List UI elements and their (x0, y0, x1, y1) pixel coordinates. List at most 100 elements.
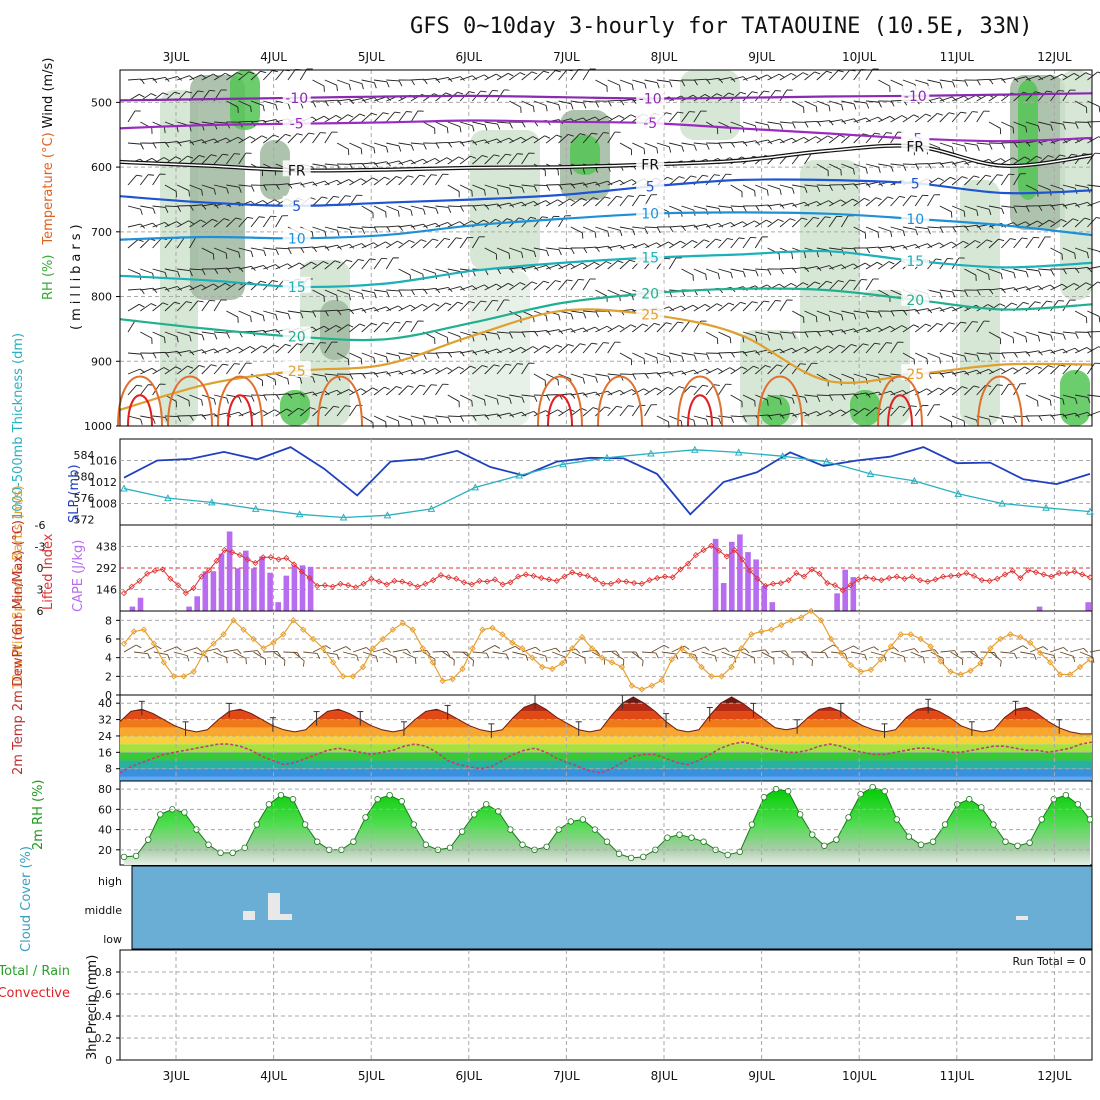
barb-flag (525, 655, 529, 661)
barb-staff (460, 140, 473, 144)
wind-barb (1025, 350, 1043, 356)
barb-staff (349, 226, 363, 229)
barb-flag (681, 145, 685, 152)
li-point (607, 580, 614, 587)
barb-flag (410, 159, 416, 165)
barb-flag (803, 347, 810, 351)
wind-barb (656, 142, 672, 153)
barb-flag (811, 660, 813, 667)
barb-staff (1050, 348, 1064, 354)
thickness-point (866, 469, 875, 477)
wind-barb (779, 89, 793, 102)
barb-staff (361, 97, 375, 102)
barb-staff (472, 204, 486, 207)
barb-staff (939, 241, 952, 249)
barb-staff (964, 321, 973, 333)
barb-flag (851, 344, 857, 347)
wind-speed-point (260, 645, 267, 652)
isotherms: -10-10-10-5-5-5FRFRFR5551010101515152020… (117, 85, 1093, 427)
barb-flag (199, 364, 205, 368)
barb-flag (296, 133, 303, 136)
barb-flag (406, 649, 411, 654)
barb-staff (595, 245, 609, 249)
barb-flag (187, 155, 194, 159)
barb-flag (644, 373, 649, 379)
barb-staff (755, 268, 769, 271)
barb-flag (824, 652, 829, 659)
wind-barb (214, 331, 231, 339)
barb-staff (767, 90, 776, 102)
barb-staff (332, 646, 347, 653)
barb-staff (361, 79, 375, 84)
wind-barb (951, 111, 967, 123)
barb-staff (755, 139, 769, 144)
barb-flag (298, 407, 304, 411)
surface-barb (1079, 651, 1095, 664)
barb-staff (927, 289, 941, 294)
wind-barb (373, 257, 388, 270)
barb-flag (274, 379, 277, 386)
wind-barb (668, 240, 686, 249)
wind-barb (915, 163, 932, 169)
barb-flag (520, 346, 527, 351)
wind-barb (336, 114, 354, 123)
barb-staff (890, 79, 903, 86)
wind-barb (533, 70, 550, 81)
barb-staff (496, 331, 510, 334)
barb-flag (406, 321, 413, 323)
barb-staff (939, 176, 951, 186)
day-label: 6JUL (455, 1069, 482, 1083)
barb-staff (423, 367, 436, 375)
barb-flag (1042, 646, 1049, 651)
barb-flag (356, 194, 363, 196)
wind-barb (213, 184, 229, 194)
wind-barb (964, 385, 980, 396)
barb-staff (398, 304, 411, 312)
li-point (654, 574, 661, 582)
barb-staff (336, 179, 350, 186)
barb-staff (398, 385, 409, 396)
barb-flag (973, 385, 980, 388)
wind-barb (570, 100, 587, 109)
wind-barb (496, 394, 512, 404)
wind-speed-point (310, 635, 317, 643)
cape-label: CAPE (J/kg) (71, 540, 86, 612)
barb-staff (828, 100, 842, 106)
barb-staff (841, 393, 855, 396)
barb-staff (373, 322, 384, 333)
thickness-tick: 572 (74, 514, 95, 527)
barb-flag (140, 353, 144, 360)
barb-flag (557, 169, 559, 176)
surface-barb (950, 651, 964, 666)
surface-barb (571, 651, 586, 664)
barb-flag (446, 157, 453, 161)
barb-staff (742, 237, 751, 249)
wind-barb (939, 352, 954, 363)
barb-staff (533, 410, 546, 417)
wind-barb (496, 299, 510, 312)
rh-point (797, 811, 804, 818)
wind-barb (607, 260, 624, 270)
barb-staff (546, 264, 559, 270)
wind-barb (730, 415, 747, 423)
barb-flag (546, 330, 551, 336)
barb-flag (435, 143, 440, 149)
barb-flag (579, 343, 586, 346)
surface-barb (1010, 645, 1028, 653)
barb-staff (730, 351, 744, 354)
barb-staff (976, 268, 989, 275)
barb-flag (1038, 350, 1043, 356)
y-tick: 2 (105, 670, 112, 683)
barb-staff (853, 343, 864, 354)
wind-barb (201, 203, 219, 209)
barb-flag (947, 257, 954, 260)
barb-staff (496, 247, 510, 254)
barb-flag (614, 341, 621, 343)
barb-flag (1013, 653, 1018, 659)
wind-barb (939, 205, 953, 218)
barb-staff (742, 220, 755, 228)
wind-barb (767, 331, 784, 340)
barb-staff (422, 93, 435, 102)
barb-flag (426, 650, 431, 656)
barb-flag (414, 658, 417, 664)
